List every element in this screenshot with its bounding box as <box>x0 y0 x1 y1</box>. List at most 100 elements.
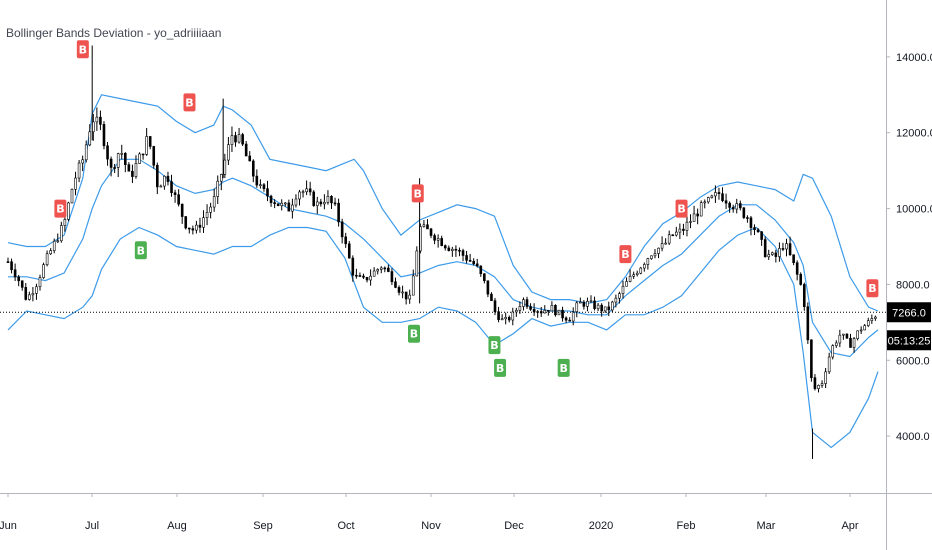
y-tick-label: 8000.0 <box>896 279 930 291</box>
candle-body <box>191 228 195 231</box>
candle-body <box>671 234 675 237</box>
candle-body <box>102 124 106 147</box>
candle-body <box>749 217 753 228</box>
candle-body <box>351 257 355 276</box>
countdown-tag <box>887 330 931 351</box>
candle-body <box>209 206 212 213</box>
candle-body <box>447 247 451 251</box>
candle-body <box>504 317 507 320</box>
candle-body <box>38 277 42 288</box>
lower-band-line <box>7 226 879 449</box>
y-tick-label: 6000.0 <box>896 355 930 367</box>
candle-body <box>323 201 326 205</box>
candle-body <box>52 240 56 251</box>
candle-body <box>248 155 252 162</box>
candle-body <box>856 330 859 339</box>
candle-body <box>251 160 255 177</box>
y-tick-label: 14000.0 <box>896 52 932 64</box>
candle-body <box>635 272 639 275</box>
sell-signal: B <box>76 40 89 59</box>
candle-body <box>788 243 792 256</box>
sell-signal-box <box>411 184 424 203</box>
candle-body <box>152 146 156 166</box>
candle-body <box>785 243 788 250</box>
sell-signal-label: B <box>56 203 64 216</box>
candle-body <box>810 339 813 378</box>
sell-signal-box <box>866 279 879 298</box>
countdown-label: 05:13:25 <box>888 335 931 347</box>
candle-body <box>614 297 618 303</box>
candle-body <box>120 152 124 155</box>
candle-body <box>611 301 614 311</box>
candle-body <box>845 333 849 339</box>
x-tick-label: Apr <box>841 520 858 532</box>
candle-body <box>596 304 600 309</box>
candle-body <box>241 134 244 145</box>
candle-body <box>205 212 209 218</box>
candle-body <box>127 164 131 172</box>
candle-body <box>518 306 522 311</box>
candle-body <box>735 203 739 210</box>
x-tick-label: Dec <box>504 520 524 532</box>
candle-body <box>486 280 490 295</box>
candle-body <box>621 285 625 294</box>
candle-body <box>628 275 632 282</box>
candle-body <box>547 310 550 312</box>
candle-body <box>141 153 145 156</box>
candle-body <box>650 255 653 259</box>
candle-body <box>568 319 571 322</box>
candle-body <box>525 299 529 307</box>
chart-title: Bollinger Bands Deviation - yo_adriiiiaa… <box>6 26 222 40</box>
buy-signal: B <box>494 358 507 377</box>
candle-body <box>500 318 504 321</box>
candle-body <box>20 280 24 288</box>
x-tick-label: 2020 <box>589 520 613 532</box>
candle-body <box>159 185 163 188</box>
candle-body <box>742 207 746 218</box>
candle-body <box>440 238 443 246</box>
candle-body <box>827 356 831 373</box>
candle-body <box>216 180 220 197</box>
candle-body <box>515 309 518 313</box>
candle-body <box>767 254 771 258</box>
candle-body <box>319 201 323 205</box>
buy-signal-label: B <box>559 362 567 375</box>
x-tick-label: Feb <box>677 520 696 532</box>
candle-body <box>813 377 817 389</box>
sell-signal-label: B <box>185 96 193 109</box>
candle-body <box>575 302 579 312</box>
candle-body <box>347 243 351 259</box>
candle-body <box>60 225 63 242</box>
buy-signal: B <box>134 241 147 260</box>
candle-body <box>283 202 287 205</box>
candle-body <box>95 116 99 123</box>
candle-body <box>870 318 874 321</box>
y-tick-label: 12000.0 <box>896 128 932 140</box>
candle-body <box>571 311 575 322</box>
candle-body <box>831 345 835 358</box>
candle-body <box>28 294 31 300</box>
candle-body <box>703 201 707 204</box>
candle-body <box>35 286 38 294</box>
candle-body <box>426 224 429 230</box>
candle-body <box>579 301 582 304</box>
sell-signal: B <box>54 199 67 218</box>
candle-body <box>184 216 188 229</box>
candle-body <box>795 262 799 275</box>
candle-body <box>227 144 230 161</box>
candle-body <box>443 245 447 249</box>
candle-body <box>653 253 657 257</box>
candle-body <box>603 306 607 312</box>
x-tick-label: Jul <box>85 520 99 532</box>
candle-body <box>639 267 643 274</box>
candle-body <box>49 250 52 255</box>
candle-body <box>372 270 376 277</box>
candle-body <box>593 300 596 309</box>
candle-body <box>770 252 774 255</box>
candle-body <box>792 254 795 264</box>
candle-body <box>731 207 735 210</box>
candle-body <box>618 293 621 299</box>
candle-body <box>273 202 276 204</box>
y-tick-label: 10000.0 <box>896 204 932 216</box>
x-tick-label: Aug <box>167 520 187 532</box>
